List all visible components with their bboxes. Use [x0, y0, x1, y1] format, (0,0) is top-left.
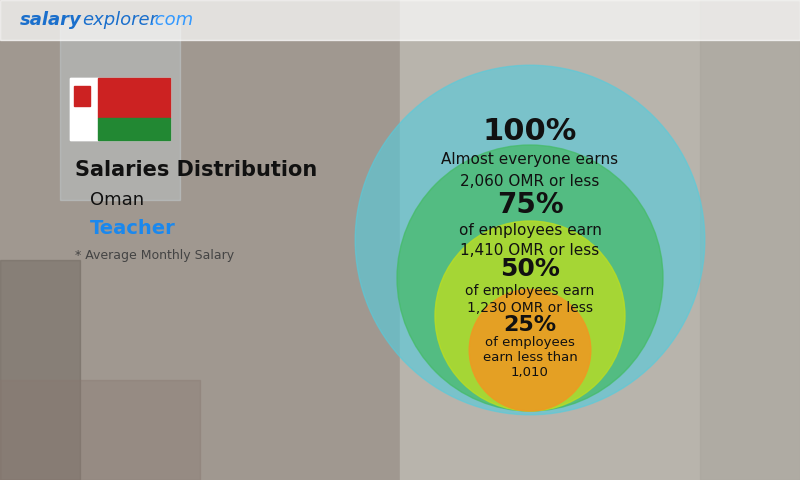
Text: 50%: 50%	[500, 256, 560, 280]
Circle shape	[435, 221, 625, 411]
Text: of employees: of employees	[485, 336, 575, 349]
Bar	[0, 0, 800, 40]
Circle shape	[469, 289, 590, 411]
Bar	[400, 0, 800, 480]
Bar	[0, 0, 400, 480]
Text: explorer: explorer	[82, 11, 157, 29]
Text: 1,410 OMR or less: 1,410 OMR or less	[460, 243, 600, 258]
Bar	[70, 78, 98, 140]
Text: Salaries Distribution: Salaries Distribution	[75, 160, 318, 180]
Bar	[700, 0, 800, 480]
Text: * Average Monthly Salary: * Average Monthly Salary	[75, 249, 234, 262]
Bar	[98, 118, 170, 140]
Text: earn less than: earn less than	[482, 351, 578, 364]
Bar	[60, 20, 180, 200]
Text: 75%: 75%	[497, 191, 563, 219]
Bar	[0, 380, 200, 480]
Circle shape	[355, 65, 705, 415]
Text: 25%: 25%	[503, 315, 557, 335]
Bar	[70, 78, 170, 140]
Bar	[0, 260, 80, 480]
Bar	[74, 86, 90, 106]
Text: 100%: 100%	[483, 117, 577, 146]
Text: Oman: Oman	[90, 191, 144, 209]
Text: of employees earn: of employees earn	[458, 223, 602, 239]
Text: 2,060 OMR or less: 2,060 OMR or less	[460, 174, 600, 189]
Text: Almost everyone earns: Almost everyone earns	[442, 152, 618, 167]
Text: salary: salary	[20, 11, 82, 29]
Text: Teacher: Teacher	[90, 218, 176, 238]
Text: of employees earn: of employees earn	[466, 284, 594, 298]
Text: 1,230 OMR or less: 1,230 OMR or less	[467, 301, 593, 315]
Bar	[98, 78, 170, 118]
Text: 1,010: 1,010	[511, 366, 549, 379]
Circle shape	[397, 145, 663, 411]
Text: .com: .com	[150, 11, 194, 29]
